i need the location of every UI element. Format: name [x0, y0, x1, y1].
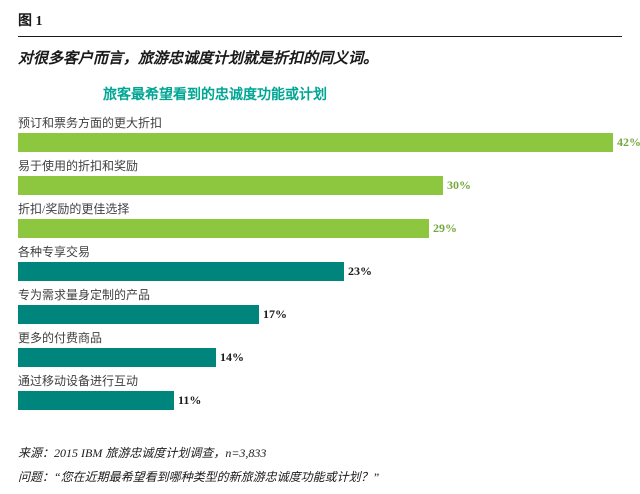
bar-track: 23%: [18, 262, 622, 281]
bar-category-label: 各种专享交易: [18, 245, 91, 259]
bar-chart: 预订和票务方面的更大折扣 42% 易于使用的折扣和奖励 30% 折扣/奖励的更佳选择 29…: [18, 116, 640, 410]
chart-row: 通过移动设备进行互动 11%: [18, 374, 622, 410]
bar: [18, 348, 216, 367]
figure-number-label: 图 1: [18, 14, 43, 29]
bar-category-label: 专为需求量身定制的产品: [18, 288, 151, 302]
bar-category-label: 折扣/奖励的更佳选择: [18, 202, 130, 216]
header-divider: [18, 36, 622, 37]
figure-footer: 来源：2015 IBM 旅游忠诚度计划调查，n=3,833 问题：“您在近期最希…: [18, 446, 622, 485]
bar: [18, 219, 429, 238]
chart-row: 易于使用的折扣和奖励 30%: [18, 159, 622, 195]
chart-row: 专为需求量身定制的产品 17%: [18, 288, 622, 324]
bar-value-label: 23%: [348, 264, 372, 278]
question-note: 问题：“您在近期最希望看到哪种类型的新旅游忠诚度功能或计划？”: [18, 470, 380, 484]
bar-track: 30%: [18, 176, 622, 195]
bar-value-label: 29%: [433, 221, 457, 235]
chart-row: 折扣/奖励的更佳选择 29%: [18, 202, 622, 238]
bar: [18, 391, 174, 410]
bar: [18, 133, 613, 152]
bar-value-label: 14%: [220, 350, 244, 364]
bar-value-label: 17%: [263, 307, 287, 321]
bar-value-label: 30%: [447, 178, 471, 192]
bar-track: 42%: [18, 133, 640, 152]
bar-track: 17%: [18, 305, 622, 324]
bar-category-label: 预订和票务方面的更大折扣: [18, 116, 163, 130]
bar: [18, 305, 259, 324]
bar-value-label: 42%: [617, 135, 640, 149]
chart-row: 预订和票务方面的更大折扣 42%: [18, 116, 640, 152]
bar-track: 11%: [18, 391, 622, 410]
figure-subtitle: 对很多客户而言，旅游忠诚度计划就是折扣的同义词。: [18, 51, 379, 67]
bar-track: 29%: [18, 219, 622, 238]
bar-category-label: 易于使用的折扣和奖励: [18, 159, 139, 173]
bar-category-label: 通过移动设备进行互动: [18, 374, 139, 388]
chart-row: 更多的付费商品 14%: [18, 331, 622, 367]
bar-track: 14%: [18, 348, 622, 367]
chart-title: 旅客最希望看到的忠诚度功能或计划: [103, 88, 327, 103]
bar: [18, 262, 344, 281]
bar-value-label: 11%: [178, 393, 202, 407]
source-note: 来源：2015 IBM 旅游忠诚度计划调查，n=3,833: [18, 446, 267, 460]
bar: [18, 176, 443, 195]
bar-category-label: 更多的付费商品: [18, 331, 103, 345]
chart-row: 各种专享交易 23%: [18, 245, 622, 281]
